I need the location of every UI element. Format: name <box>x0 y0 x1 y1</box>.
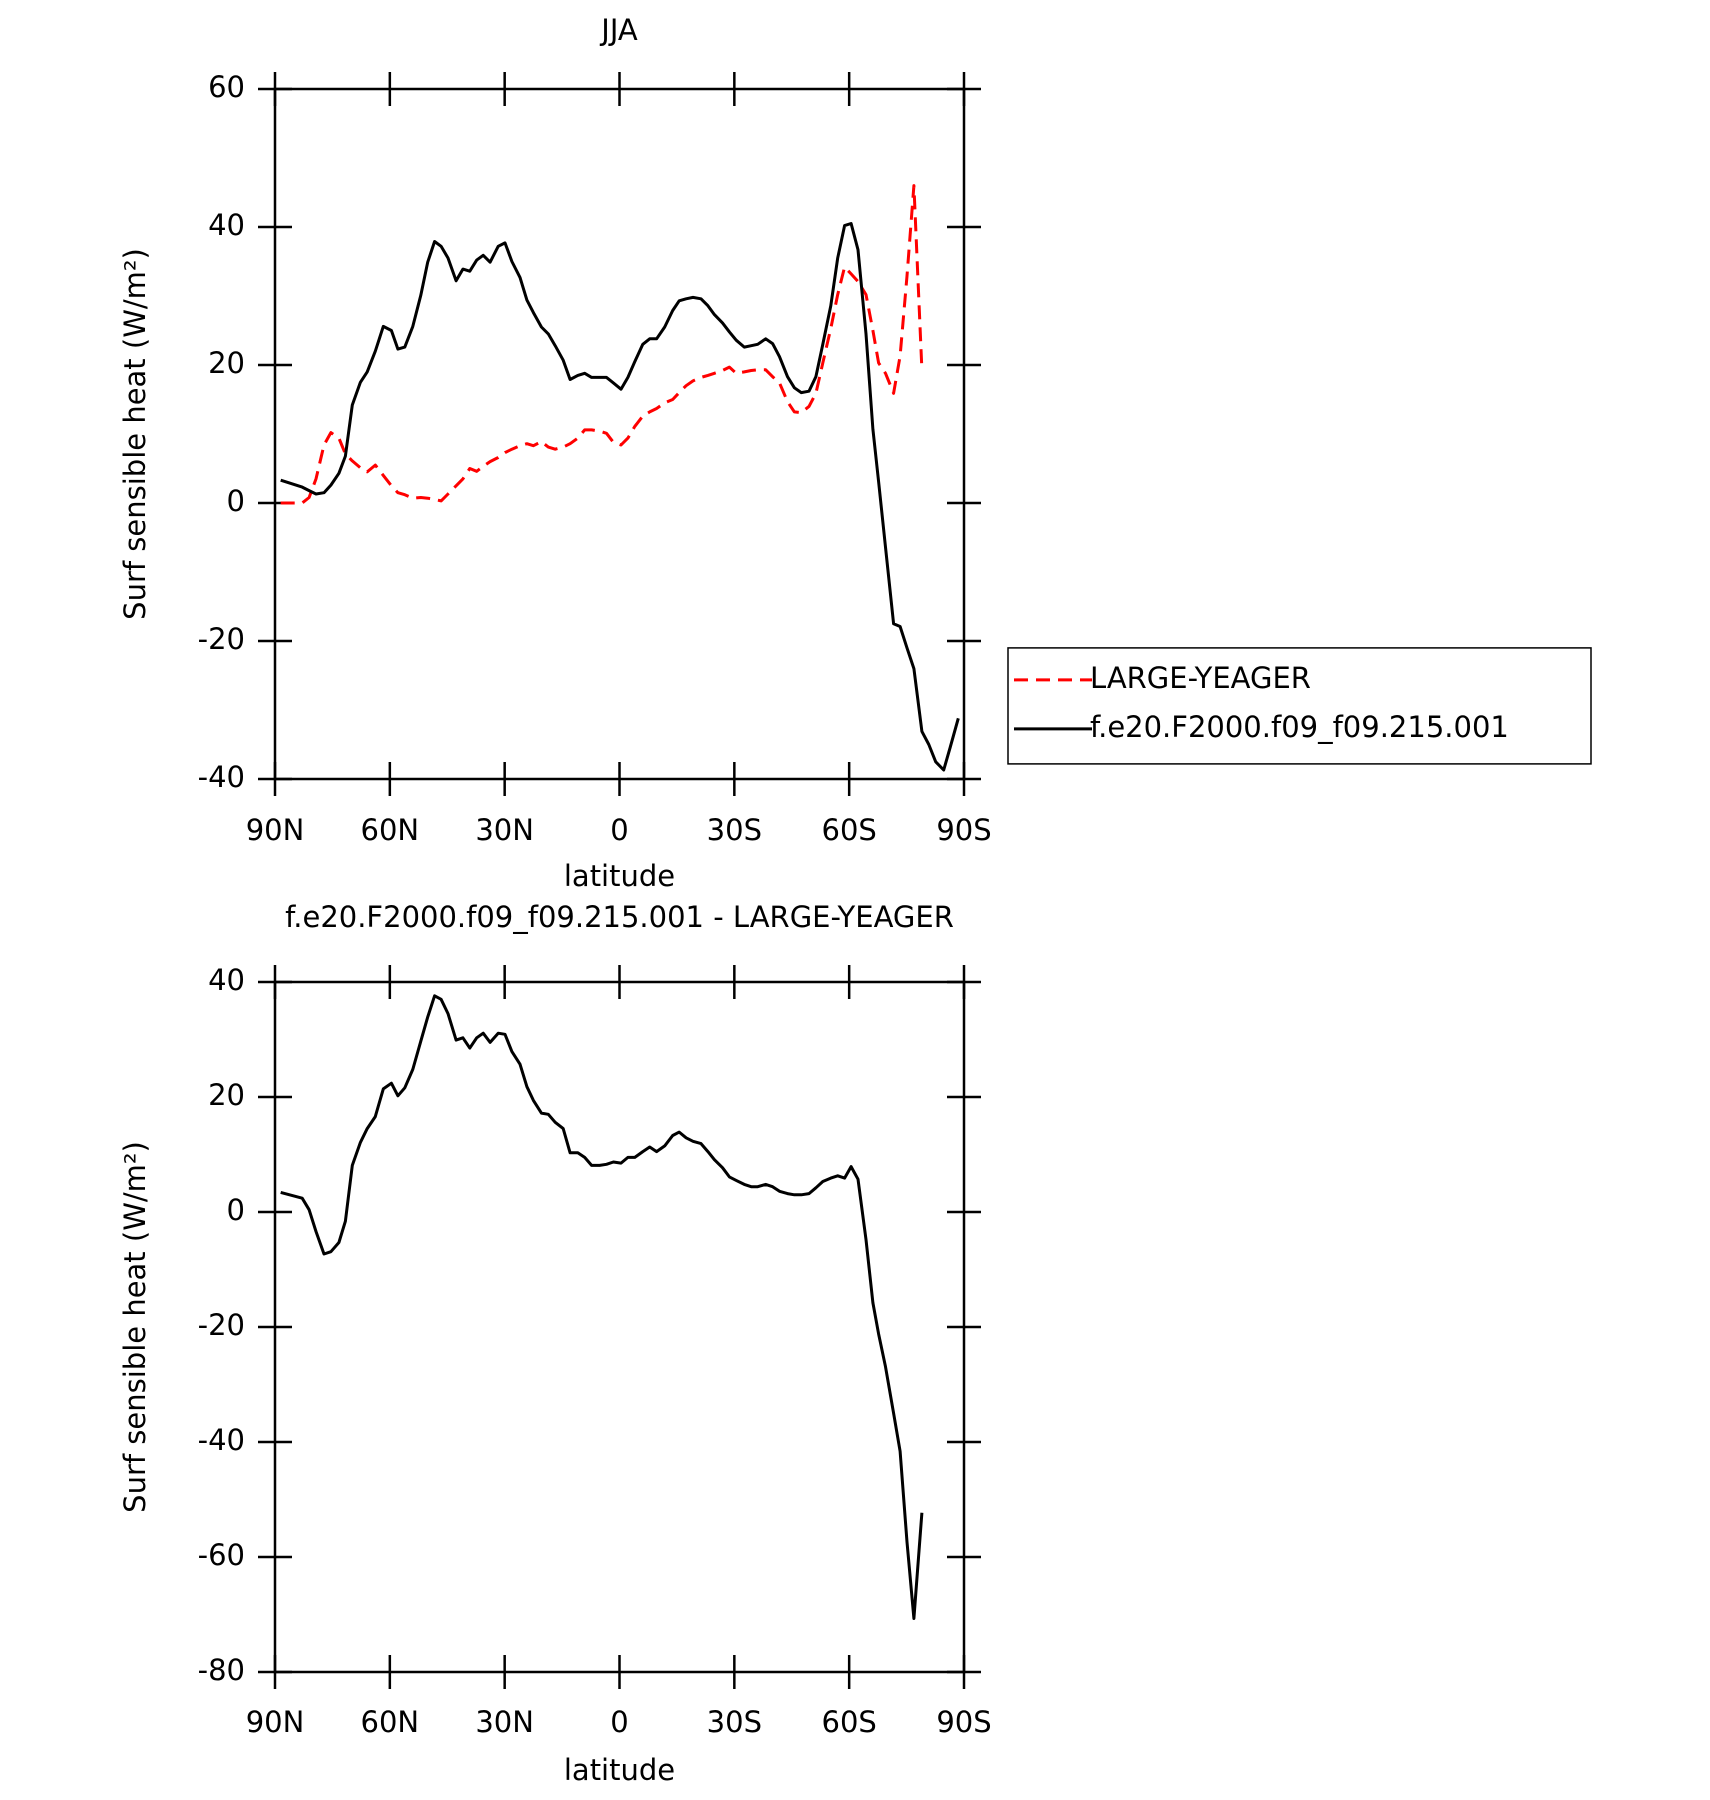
y-tick-label: 60 <box>208 70 245 104</box>
plot-frame <box>273 87 966 781</box>
x-tick-label: 90N <box>246 813 305 847</box>
y-tick-label: -20 <box>198 1308 245 1342</box>
x-tick-label: 90S <box>936 813 991 847</box>
x-tick-label: 30N <box>475 1705 534 1739</box>
y-tick-label: 0 <box>227 484 245 518</box>
series-line <box>280 222 960 772</box>
y-tick-label: 40 <box>208 963 245 997</box>
x-tick-label: 90N <box>246 1705 305 1739</box>
x-tick-label: 0 <box>610 1705 628 1739</box>
y-tick-label: 20 <box>208 346 245 380</box>
x-tick-label: 0 <box>610 813 628 847</box>
plot-frame <box>273 980 966 1674</box>
x-tick-label: 30N <box>475 813 534 847</box>
x-tick-label: 60S <box>822 813 877 847</box>
x-tick-label: 90S <box>936 1705 991 1739</box>
y-tick-label: -40 <box>198 1423 245 1457</box>
y-axis-label: Surf sensible heat (W/m²) <box>118 1141 152 1513</box>
x-tick-label: 30S <box>707 1705 762 1739</box>
y-tick-label: -20 <box>198 622 245 656</box>
x-tick-label: 60N <box>361 1705 420 1739</box>
y-tick-label: 20 <box>208 1078 245 1112</box>
chart-title: f.e20.F2000.f09_f09.215.001 - LARGE-YEAG… <box>285 900 954 934</box>
x-axis-label: latitude <box>564 1753 675 1787</box>
y-tick-label: 0 <box>227 1193 245 1227</box>
x-tick-label: 30S <box>707 813 762 847</box>
series-line <box>280 184 924 505</box>
x-tick-label: 60N <box>361 813 420 847</box>
x-axis-label: latitude <box>564 859 675 893</box>
y-tick-label: 40 <box>208 208 245 242</box>
y-axis-label: Surf sensible heat (W/m²) <box>118 248 152 620</box>
legend-label: LARGE-YEAGER <box>1090 661 1311 695</box>
y-tick-label: -40 <box>198 760 245 794</box>
chart-title: JJA <box>599 13 638 47</box>
x-tick-label: 60S <box>822 1705 877 1739</box>
legend-label: f.e20.F2000.f09_f09.215.001 <box>1090 710 1509 744</box>
legend-box <box>1007 647 1592 765</box>
y-tick-label: -60 <box>198 1538 245 1572</box>
y-tick-label: -80 <box>198 1653 245 1687</box>
series-line <box>280 994 924 1620</box>
